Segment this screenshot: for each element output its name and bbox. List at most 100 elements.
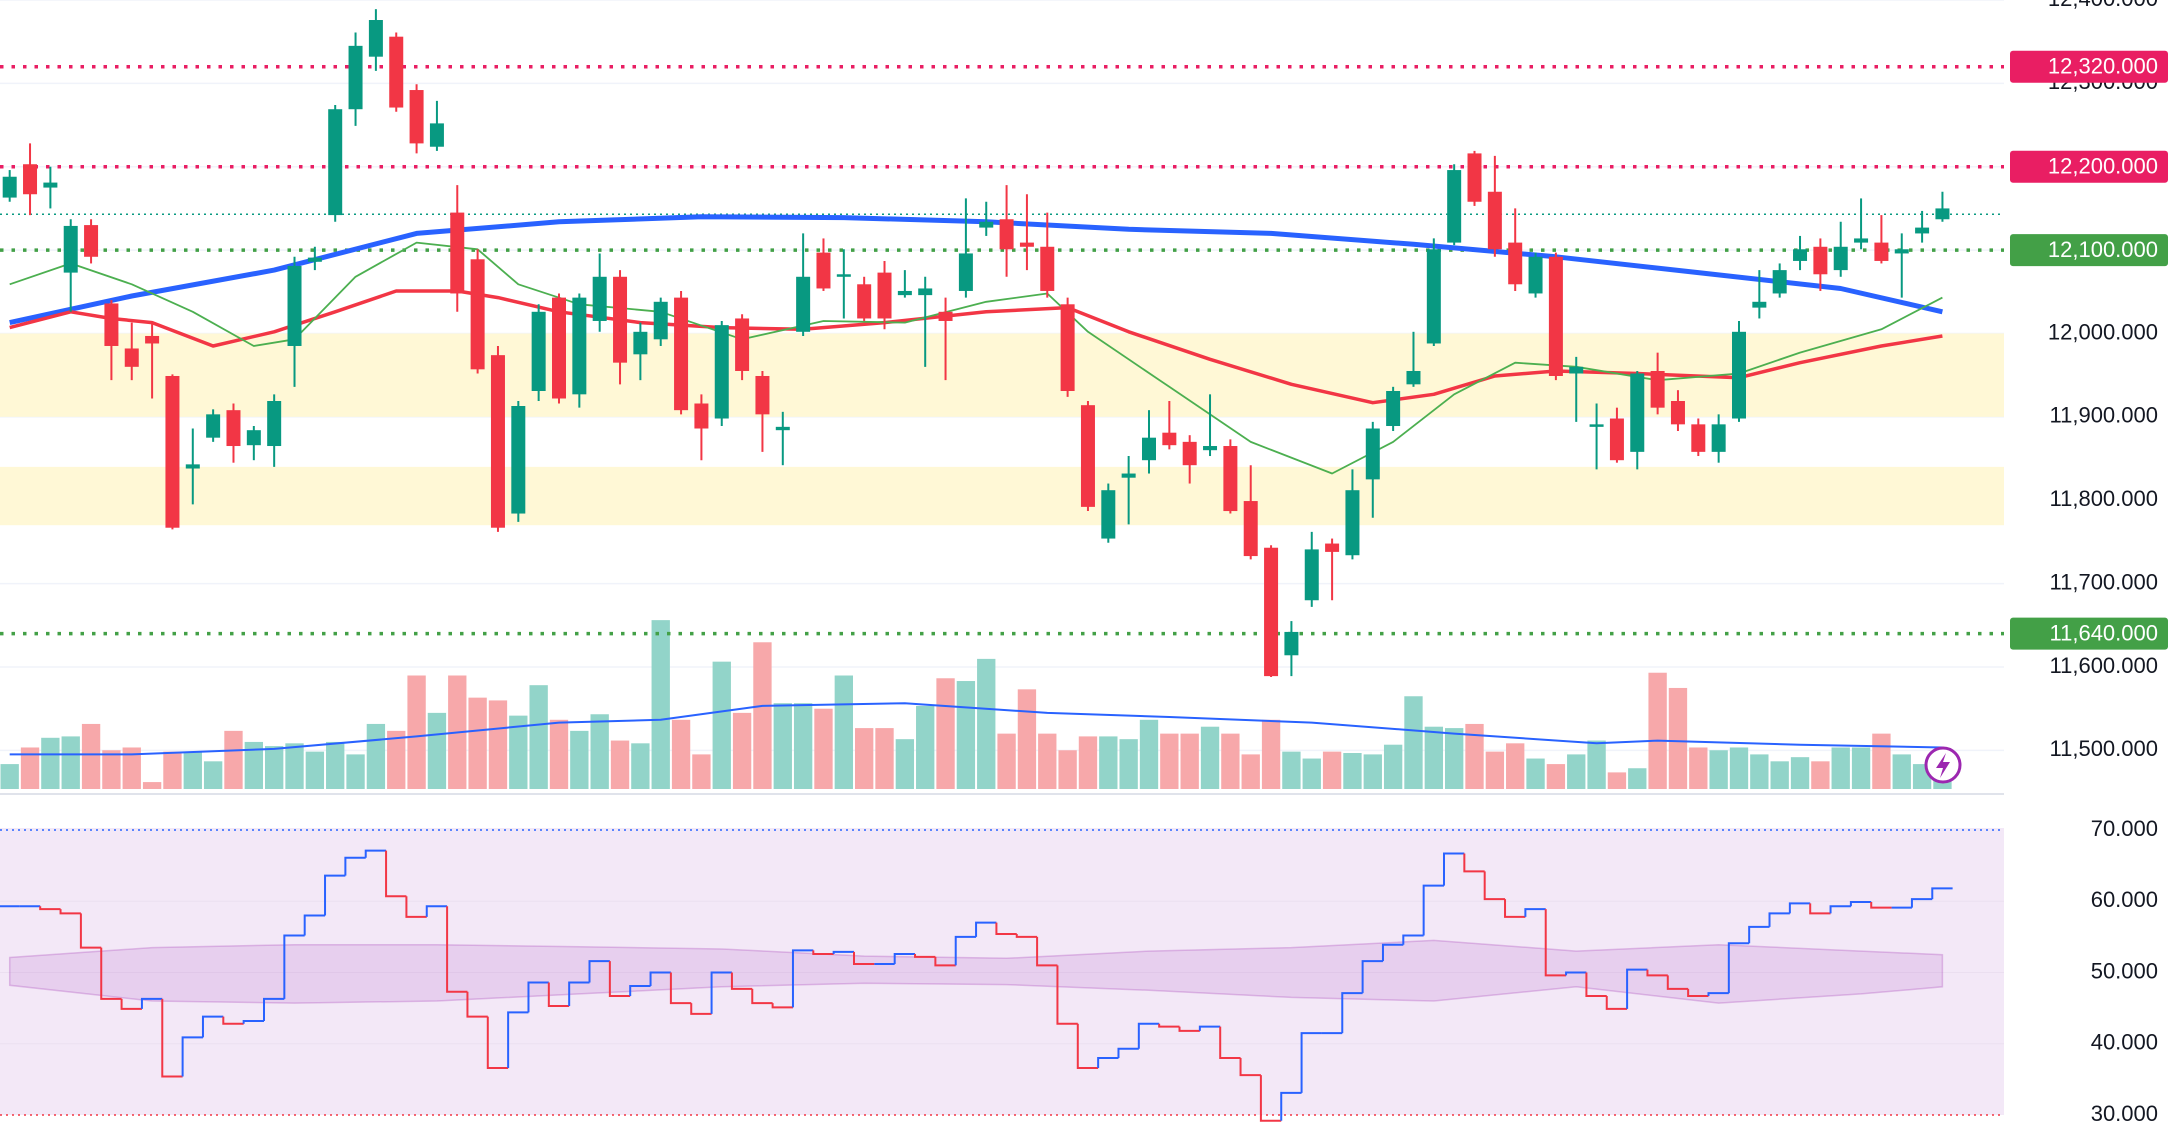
candle-body xyxy=(1182,441,1197,466)
rsi-step xyxy=(1056,965,1078,1025)
volume-bar xyxy=(1831,747,1850,789)
rsi-step xyxy=(1381,943,1404,962)
volume-bar xyxy=(671,719,691,789)
volume-bar xyxy=(1465,723,1484,789)
alert-icon[interactable] xyxy=(1924,746,1962,784)
volume-bar xyxy=(1383,744,1403,789)
candle-body xyxy=(1162,432,1177,446)
rsi-step xyxy=(1544,909,1567,977)
volume-bar xyxy=(1607,772,1627,789)
rsi-step xyxy=(1361,960,1383,994)
volume-bar xyxy=(1363,754,1382,789)
volume-bar xyxy=(936,678,955,789)
rsi-step xyxy=(1768,912,1790,927)
volume-bar xyxy=(326,741,345,789)
volume-bar xyxy=(1322,751,1342,789)
volume-bar xyxy=(549,719,569,789)
rsi-step xyxy=(100,947,122,1000)
rsi-step xyxy=(1626,968,1648,1009)
rsi-step xyxy=(1158,1023,1180,1028)
volume-bar xyxy=(570,730,589,789)
rsi-step xyxy=(1239,1058,1261,1077)
candle-body xyxy=(226,410,241,447)
candle-body xyxy=(836,274,851,277)
volume-bar xyxy=(264,746,284,789)
volume-bar xyxy=(142,782,162,789)
rsi-step xyxy=(547,982,570,1007)
rsi-step xyxy=(507,1011,529,1068)
candle-body xyxy=(1284,631,1299,656)
rsi-step xyxy=(1605,996,1628,1010)
rsi-step xyxy=(1015,934,1038,938)
candle-body xyxy=(1019,242,1034,247)
candle-body xyxy=(1121,473,1136,478)
rsi-step xyxy=(120,998,142,1010)
candle-body xyxy=(958,253,973,291)
volume-bar xyxy=(1628,768,1647,789)
level-badge xyxy=(2010,617,2168,650)
volume-bar xyxy=(1038,733,1057,789)
candle-body xyxy=(592,276,607,321)
volume-bar xyxy=(1221,733,1240,789)
rsi-step xyxy=(608,961,631,998)
level-badge xyxy=(2010,150,2168,183)
candle-body xyxy=(735,318,750,371)
rsi-step xyxy=(283,934,305,999)
rsi-step xyxy=(262,997,285,1021)
volume-bar xyxy=(488,700,508,789)
volume-bar xyxy=(1180,733,1199,789)
rsi-step xyxy=(730,972,753,990)
candle-body xyxy=(1528,256,1543,294)
rsi-tick-label: 30.000 xyxy=(2091,1101,2158,1126)
rsi-step xyxy=(140,997,163,1009)
volume-bar xyxy=(1241,754,1260,789)
volume-bar xyxy=(1567,754,1586,789)
volume-bar xyxy=(183,751,202,789)
candle-body xyxy=(1894,249,1909,254)
rsi-step xyxy=(1422,884,1444,936)
volume-bar xyxy=(1506,743,1525,789)
candle-body xyxy=(694,403,709,429)
volume-bar xyxy=(366,723,386,789)
volume-bar xyxy=(1851,747,1871,789)
rsi-step xyxy=(1117,1047,1139,1058)
volume-bar xyxy=(1343,753,1362,789)
rsi-step xyxy=(303,914,326,936)
candle-body xyxy=(267,401,282,447)
rsi-step xyxy=(832,950,854,954)
rsi-step xyxy=(1280,1091,1302,1121)
rsi-step xyxy=(1748,925,1770,944)
candle-body xyxy=(165,375,180,528)
candle-body xyxy=(674,297,689,411)
candle-body xyxy=(1365,428,1380,480)
candle-body xyxy=(551,297,566,399)
volume-bar xyxy=(1790,757,1810,789)
candle-body xyxy=(104,303,119,346)
rsi-step xyxy=(59,909,81,915)
candle-body xyxy=(145,335,160,344)
volume-bar xyxy=(1811,761,1830,789)
rsi-step xyxy=(629,985,651,997)
volume-bar xyxy=(20,747,40,789)
volume-bar xyxy=(1160,733,1179,789)
candle-body xyxy=(1223,446,1238,512)
volume-ma xyxy=(9,702,1943,756)
rsi-step xyxy=(1687,988,1709,998)
rsi-step xyxy=(527,981,549,1013)
level-label: 12,320.000 xyxy=(2048,54,2158,79)
candle-body xyxy=(1854,238,1869,243)
volume-bar xyxy=(1404,696,1423,789)
candle-body xyxy=(857,284,872,319)
candle-body xyxy=(84,225,99,257)
volume-bar xyxy=(1872,733,1891,789)
rsi-tick-label: 40.000 xyxy=(2091,1030,2158,1055)
rsi-step xyxy=(690,1003,712,1015)
candle-body xyxy=(572,297,587,395)
volume-bar xyxy=(102,750,121,789)
rsi-step xyxy=(1585,972,1607,998)
volume-bar xyxy=(1526,758,1545,789)
rsi-step xyxy=(1829,905,1851,914)
rsi-step xyxy=(751,988,773,1005)
rsi-tick-label: 70.000 xyxy=(2091,816,2158,841)
